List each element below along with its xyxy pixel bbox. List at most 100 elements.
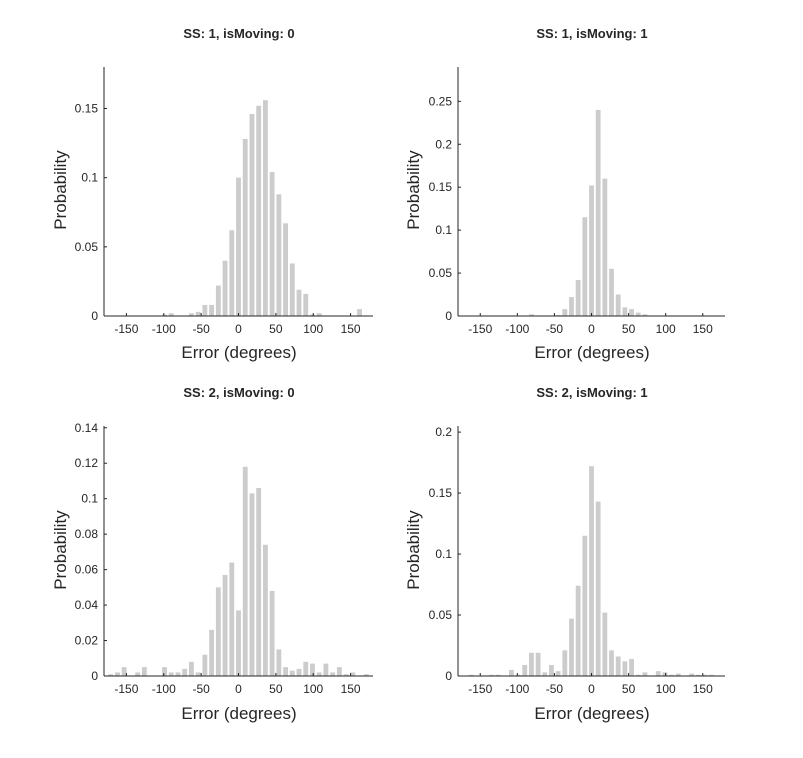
y-tick-label: 0.08 bbox=[75, 527, 99, 541]
histogram-bar bbox=[488, 674, 494, 676]
y-tick-label: 0 bbox=[445, 669, 452, 683]
histogram-bar bbox=[350, 672, 356, 676]
histogram-bar bbox=[236, 610, 241, 676]
histogram-bar bbox=[515, 674, 521, 676]
histogram-bar bbox=[582, 535, 588, 676]
histogram-bar bbox=[615, 294, 621, 316]
x-tick-label: -100 bbox=[505, 682, 529, 696]
x-axis-label: Error (degrees) bbox=[181, 704, 296, 723]
histogram-bar bbox=[296, 668, 302, 676]
histogram-bar bbox=[215, 587, 221, 676]
y-axis-label: Probability bbox=[51, 510, 70, 590]
histogram-bar bbox=[529, 652, 534, 676]
x-tick-label: -50 bbox=[546, 682, 564, 696]
histogram-bar bbox=[262, 100, 268, 316]
histogram-bar bbox=[336, 667, 342, 676]
histogram-bar bbox=[262, 544, 268, 676]
y-tick-label: 0 bbox=[91, 309, 98, 323]
x-tick-label: -150 bbox=[468, 322, 492, 336]
histogram-bar bbox=[615, 656, 621, 676]
histogram-bar bbox=[168, 313, 174, 316]
histogram-bar bbox=[229, 562, 235, 676]
x-tick-label: -50 bbox=[192, 682, 210, 696]
x-tick-label: -100 bbox=[152, 682, 176, 696]
histogram-bar bbox=[323, 663, 329, 676]
panel-title: SS: 1, isMoving: 1 bbox=[536, 26, 647, 41]
histogram-bar bbox=[276, 194, 282, 316]
y-tick-label: 0.02 bbox=[75, 634, 99, 648]
x-tick-label: 0 bbox=[588, 682, 595, 696]
y-tick-label: 0.1 bbox=[81, 492, 98, 506]
histogram-bar bbox=[609, 650, 614, 676]
panel-title: SS: 2, isMoving: 0 bbox=[183, 385, 294, 400]
histogram-bar bbox=[215, 285, 221, 316]
histogram-bar bbox=[303, 661, 309, 676]
histogram-bar bbox=[675, 673, 681, 676]
histogram-bar bbox=[495, 674, 501, 676]
x-tick-label: 150 bbox=[693, 322, 713, 336]
histogram-bar bbox=[222, 574, 228, 676]
histogram-bar bbox=[635, 312, 641, 316]
histogram-bar bbox=[162, 314, 167, 316]
histogram-bar bbox=[189, 661, 194, 676]
histogram-bar bbox=[108, 674, 114, 676]
histogram-bar bbox=[283, 667, 288, 676]
histogram-bar bbox=[629, 658, 634, 676]
y-tick-label: 0.15 bbox=[75, 102, 99, 116]
histogram-bar bbox=[695, 674, 701, 676]
y-tick-label: 0.06 bbox=[75, 563, 99, 577]
y-axis-label: Probability bbox=[51, 150, 70, 230]
histogram-bar bbox=[357, 309, 362, 316]
histogram-bar bbox=[195, 311, 201, 316]
histogram-bar bbox=[629, 309, 634, 316]
y-tick-label: 0.05 bbox=[429, 266, 453, 280]
histogram-bar bbox=[121, 667, 127, 676]
histogram-bar bbox=[182, 668, 188, 676]
histogram-bar bbox=[303, 293, 309, 316]
histogram-bar bbox=[602, 612, 608, 676]
bars bbox=[162, 100, 362, 316]
histogram-bar bbox=[330, 672, 336, 676]
histogram-bar bbox=[269, 590, 275, 676]
x-tick-label: -50 bbox=[192, 322, 210, 336]
y-tick-label: 0 bbox=[445, 309, 452, 323]
x-tick-label: 100 bbox=[303, 322, 323, 336]
histogram-bar bbox=[602, 178, 608, 316]
histogram-bar bbox=[202, 304, 208, 316]
histogram-bar bbox=[622, 307, 628, 316]
x-tick-label: 50 bbox=[269, 682, 283, 696]
x-tick-label: -50 bbox=[546, 322, 564, 336]
x-tick-label: -150 bbox=[114, 322, 138, 336]
histogram-bar bbox=[229, 230, 235, 316]
x-tick-label: -100 bbox=[505, 322, 529, 336]
histogram-bar bbox=[209, 629, 215, 676]
histogram-bar bbox=[222, 260, 228, 316]
histogram-bar bbox=[562, 650, 568, 676]
histogram-bar bbox=[256, 105, 262, 316]
histogram-bar bbox=[669, 674, 675, 676]
histogram-bar bbox=[642, 672, 648, 676]
x-tick-label: 0 bbox=[235, 322, 242, 336]
y-tick-label: 0.1 bbox=[81, 171, 98, 185]
histogram-bar bbox=[269, 172, 275, 316]
y-tick-label: 0.12 bbox=[75, 456, 99, 470]
histogram-bar bbox=[363, 674, 369, 676]
histogram-bar bbox=[509, 669, 514, 676]
x-tick-label: -150 bbox=[468, 682, 492, 696]
bars bbox=[108, 466, 369, 676]
histogram-bar bbox=[529, 314, 534, 316]
histogram-bar bbox=[256, 488, 262, 676]
x-tick-label: 100 bbox=[656, 322, 676, 336]
histogram-bar bbox=[162, 667, 167, 676]
y-tick-label: 0.04 bbox=[75, 598, 99, 612]
histogram-bar bbox=[141, 667, 147, 676]
histogram-bar bbox=[276, 649, 282, 676]
y-tick-label: 0.15 bbox=[429, 486, 453, 500]
histogram-bar bbox=[655, 671, 661, 676]
histogram-bar bbox=[575, 279, 581, 316]
histogram-bar bbox=[242, 138, 248, 316]
panel-title: SS: 1, isMoving: 0 bbox=[183, 26, 294, 41]
histogram-bar bbox=[575, 585, 581, 676]
